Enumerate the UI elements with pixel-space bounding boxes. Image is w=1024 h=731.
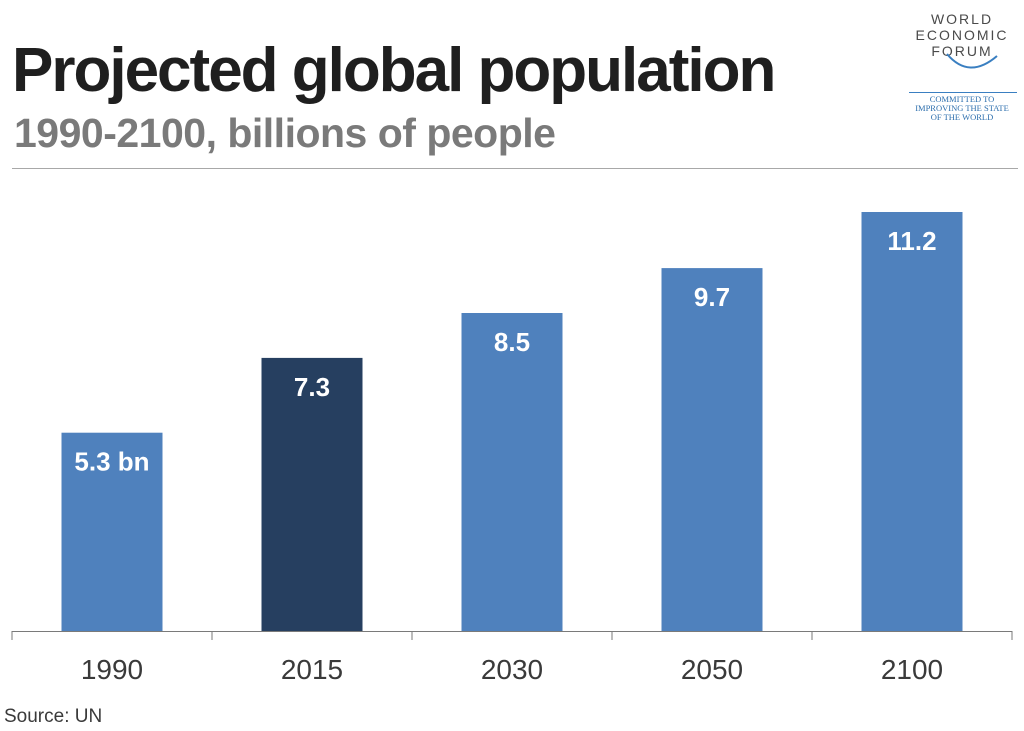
bar-2050 (661, 268, 763, 631)
x-tick-label-2100: 2100 (881, 654, 943, 685)
data-label-2050: 9.7 (694, 282, 730, 312)
logo-line-economic: ECONOMIC (915, 27, 1009, 43)
logo-tagline-3: OF THE WORLD (930, 112, 994, 122)
logo-tagline-1: COMMITTED TO (929, 94, 995, 104)
bar-1990 (61, 432, 163, 631)
data-label-2030: 8.5 (494, 327, 530, 357)
chart-title: Projected global population (12, 36, 776, 105)
logo-line-forum: FORUM (931, 43, 993, 59)
source-note: Source: UN (4, 706, 103, 727)
wef-logo: WORLD ECONOMIC FORUM COMMITTED TO IMPROV… (903, 8, 1021, 122)
logo-tagline-2: IMPROVING THE STATE (915, 103, 1009, 113)
data-label-1990: 5.3 bn (74, 447, 149, 477)
header-divider (12, 168, 1018, 169)
x-tick-label-2015: 2015 (281, 654, 343, 685)
chart-subtitle: 1990-2100, billions of people (14, 110, 556, 156)
x-tick-label-2050: 2050 (681, 654, 743, 685)
logo-line-world: WORLD (930, 11, 994, 27)
bar-2015 (261, 357, 363, 631)
bar-2100 (861, 212, 963, 631)
x-tick-label-1990: 1990 (81, 654, 143, 685)
logo-tagline-rule (909, 92, 1017, 93)
x-tick-label-2030: 2030 (481, 654, 543, 685)
logo-arc-icon (946, 53, 998, 69)
data-label-2100: 11.2 (887, 226, 936, 256)
data-label-2015: 7.3 (294, 372, 330, 402)
bar-2030 (461, 313, 563, 631)
